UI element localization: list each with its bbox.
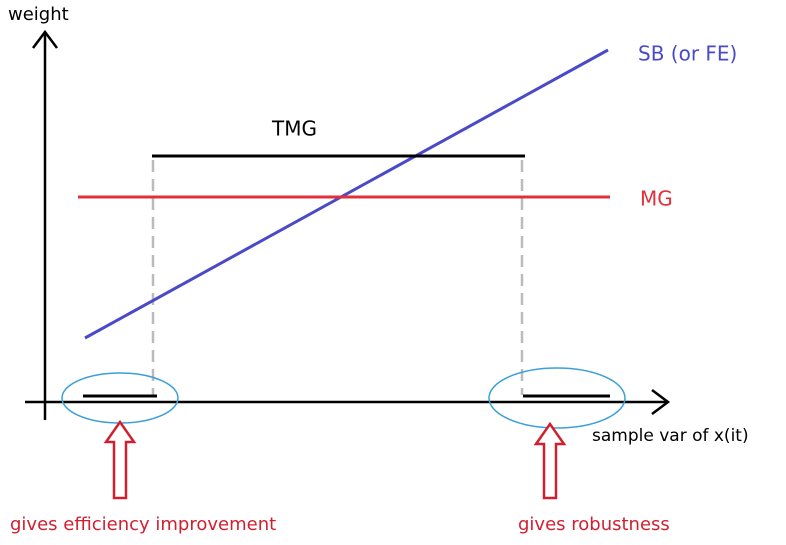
- line-label: SB (or FE): [638, 42, 737, 66]
- y-arrow: [32, 29, 58, 49]
- highlight-ellipse: [61, 372, 179, 424]
- axes: [25, 29, 671, 420]
- annotation: gives efficiency improvement: [10, 514, 276, 535]
- up-arrow: [103, 419, 137, 500]
- line-label: TMG: [271, 117, 317, 141]
- line-label: MG: [640, 187, 673, 211]
- annotation: gives robustness: [518, 514, 670, 535]
- sb-line: [84, 48, 609, 340]
- x-axis-label: sample var of x(it): [592, 426, 749, 446]
- x-arrow: [651, 389, 671, 415]
- up-arrow: [533, 421, 567, 500]
- y-axis-label: weight: [8, 4, 69, 25]
- highlight-ellipse: [488, 367, 626, 429]
